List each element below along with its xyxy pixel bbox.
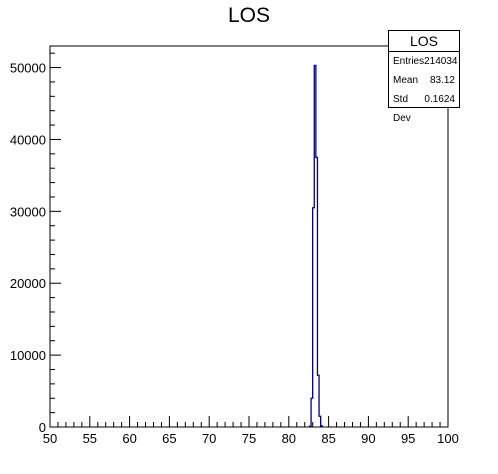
x-axis: 50 55 60 65 70 75 80 85 90 95 100 bbox=[43, 416, 459, 446]
y-tick-label: 10000 bbox=[10, 348, 46, 363]
x-tick-label: 85 bbox=[321, 431, 335, 446]
x-tick-label: 80 bbox=[282, 431, 296, 446]
y-axis: 0 10000 20000 30000 40000 50000 bbox=[10, 52, 61, 435]
x-tick-label: 75 bbox=[242, 431, 256, 446]
stats-row-entries: Entries 214034 bbox=[389, 52, 459, 71]
y-tick-label: 40000 bbox=[10, 132, 46, 147]
stats-label: Entries bbox=[393, 56, 425, 67]
x-tick-label: 65 bbox=[162, 431, 176, 446]
histogram-series bbox=[308, 64, 323, 427]
chart-title: LOS bbox=[227, 4, 271, 27]
x-tick-label: 90 bbox=[361, 431, 375, 446]
y-tick-label: 50000 bbox=[10, 61, 46, 76]
stats-value: 83.12 bbox=[429, 75, 455, 86]
y-tick-label: 20000 bbox=[10, 276, 46, 291]
stats-label: Mean bbox=[393, 75, 419, 86]
stats-value: 0.1624 bbox=[424, 94, 455, 105]
x-tick-label: 50 bbox=[43, 431, 57, 446]
x-tick-label: 70 bbox=[202, 431, 216, 446]
y-tick-label: 0 bbox=[39, 420, 46, 435]
x-tick-label: 55 bbox=[83, 431, 97, 446]
stats-value: 214034 bbox=[424, 56, 458, 67]
x-tick-label: 60 bbox=[122, 431, 136, 446]
stats-row-stddev: Std Dev 0.1624 bbox=[389, 90, 459, 124]
stats-box: LOS Entries 214034 Mean 83.12 Std Dev 0.… bbox=[388, 30, 460, 124]
x-tick-label: 95 bbox=[401, 431, 415, 446]
y-tick-label: 30000 bbox=[10, 204, 46, 219]
stats-box-title: LOS bbox=[389, 31, 459, 52]
stats-label: Std Dev bbox=[393, 94, 411, 124]
stats-row-mean: Mean 83.12 bbox=[389, 71, 459, 90]
x-tick-label: 100 bbox=[437, 431, 459, 446]
